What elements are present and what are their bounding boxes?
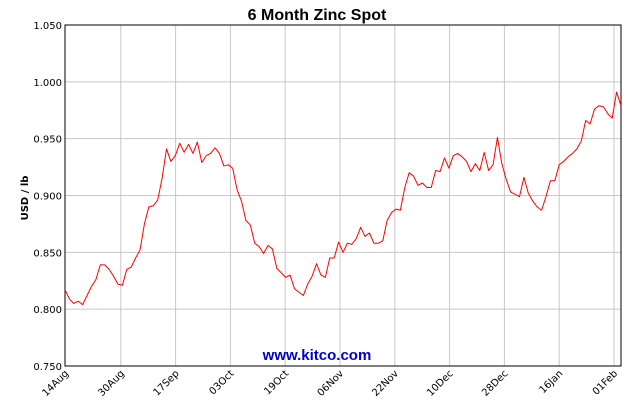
price-series-line: [64, 91, 622, 306]
watermark-text: www.kitco.com: [262, 347, 372, 364]
plot-frame: [64, 24, 622, 367]
y-tick-label: 0.850: [33, 248, 62, 259]
y-tick-label: 0.750: [33, 362, 62, 373]
series-group: [64, 91, 622, 306]
chart-title: 6 Month Zinc Spot: [248, 7, 387, 24]
y-tick-label: 0.900: [33, 192, 62, 203]
y-axis-label: USD / lb: [20, 176, 31, 221]
y-tick-label: 0.800: [33, 305, 62, 316]
y-tick-label: 0.950: [33, 135, 62, 146]
y-tick-label: 1.050: [33, 21, 62, 32]
y-tick-label: 1.000: [33, 78, 62, 89]
